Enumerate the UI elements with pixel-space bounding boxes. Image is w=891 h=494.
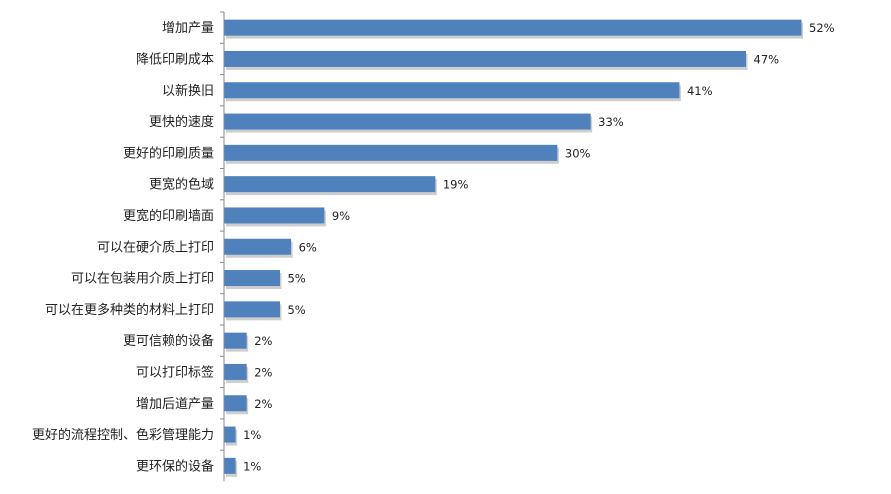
labels-group: 增加产量 52% 降低印刷成本 47% 以新换旧 41% 更快的速度 33% 更好的印刷质量 30…	[32, 11, 835, 474]
category-label: 更好的流程控制、色彩管理能力	[32, 427, 214, 443]
value-label: 2%	[254, 334, 272, 348]
category-label: 以新换旧	[162, 83, 214, 99]
bar-8	[224, 238, 292, 255]
bar-12	[224, 363, 247, 380]
category-label: 可以打印标签	[136, 364, 214, 380]
category-label: 可以在更多种类的材料上打印	[45, 302, 214, 318]
bar-5	[224, 144, 558, 161]
category-label: 更宽的印刷墙面	[123, 208, 214, 224]
value-label: 47%	[754, 52, 780, 66]
value-label: 30%	[565, 146, 591, 160]
category-label: 更可信赖的设备	[123, 333, 214, 349]
category-label: 可以在包装用介质上打印	[71, 272, 214, 287]
bar-1	[224, 19, 802, 36]
bars-group	[224, 19, 803, 477]
bar-15	[224, 457, 236, 474]
category-label: 更宽的色域	[149, 177, 214, 193]
category-label: 更好的印刷质量	[123, 145, 214, 161]
value-label: 6%	[299, 240, 317, 254]
value-label: 5%	[287, 272, 305, 286]
category-label: 增加后道产量	[136, 397, 214, 412]
value-label: 52%	[809, 21, 835, 35]
category-label: 可以在硬介质上打印	[97, 240, 214, 255]
bar-7	[224, 207, 325, 224]
value-label: 2%	[254, 397, 272, 411]
value-label: 2%	[254, 365, 272, 379]
bar-10	[224, 301, 280, 318]
value-label: 41%	[687, 84, 713, 98]
bar-3	[224, 82, 680, 99]
value-label: 1%	[243, 428, 261, 442]
category-label: 增加产量	[162, 21, 214, 36]
bar-2	[224, 50, 747, 67]
value-label: 9%	[332, 209, 350, 223]
value-label: 5%	[287, 303, 305, 317]
category-label: 更快的速度	[149, 114, 214, 130]
bar-13	[224, 395, 247, 412]
category-label: 降低印刷成本	[136, 52, 214, 67]
bar-6	[224, 176, 436, 193]
bar-14	[224, 426, 236, 443]
category-label: 更环保的设备	[136, 458, 214, 474]
value-label: 33%	[598, 115, 624, 129]
value-label: 19%	[443, 178, 469, 192]
value-label: 1%	[243, 459, 261, 473]
bar-4	[224, 113, 591, 130]
bar-11	[224, 332, 247, 349]
bar-9	[224, 270, 280, 287]
